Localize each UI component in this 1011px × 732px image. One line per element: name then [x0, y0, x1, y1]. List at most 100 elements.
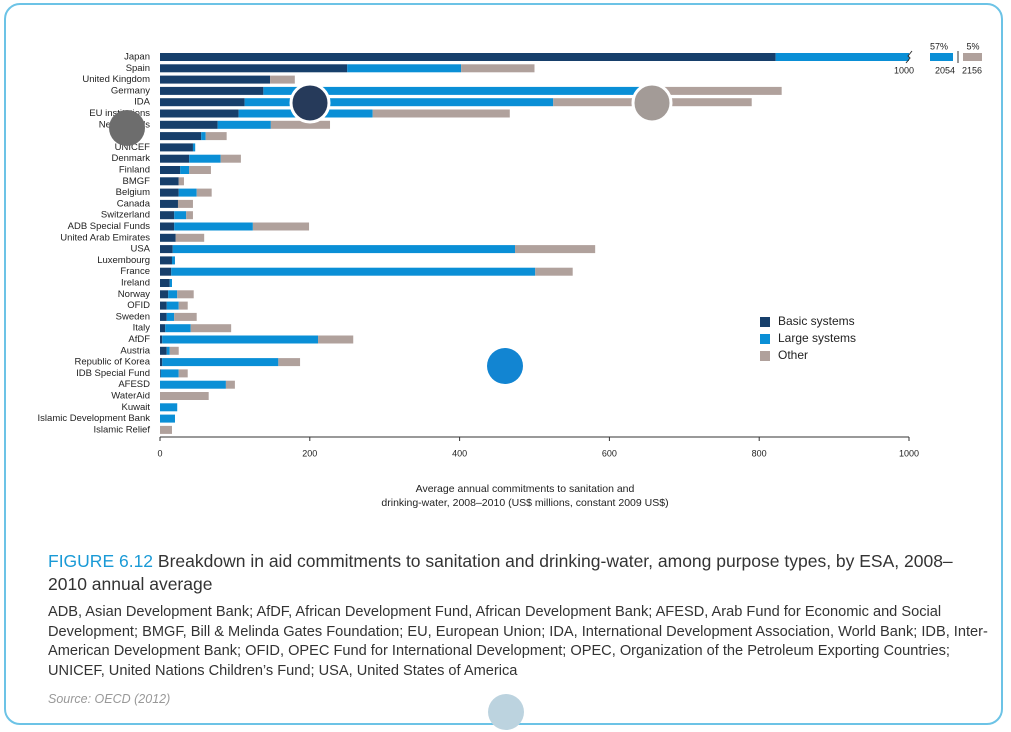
bar-segment: [177, 290, 194, 299]
bar-segment: [192, 143, 196, 152]
bar-segment: [270, 75, 295, 84]
figure-label: FIGURE 6.12: [48, 551, 154, 571]
bar-segment: [160, 120, 218, 129]
y-tick-label: Sweden: [116, 311, 150, 322]
chart: 0 200 400 600 800 1000 Average annual commitme…: [38, 41, 982, 508]
legend-swatch: [760, 351, 770, 361]
bar-segment: [160, 301, 167, 310]
y-tick-label: Spain: [126, 63, 150, 74]
y-tick-label: AfDF: [128, 334, 150, 345]
bar-segment: [160, 86, 264, 95]
bar-segment: [165, 324, 191, 333]
y-tick-label: WaterAid: [111, 391, 150, 402]
y-tick-label: Islamic Relief: [94, 424, 151, 435]
bar-segment: [178, 301, 188, 310]
y-tick-label: IDA: [134, 97, 151, 108]
bar-segment: [160, 177, 179, 186]
bar-segment: [372, 109, 510, 118]
y-tick-label: UNICEF: [115, 142, 151, 153]
bar-segment: [775, 53, 909, 61]
break-segment: [963, 53, 982, 61]
y-tick-label: Austria: [120, 345, 150, 356]
bar-segment: [160, 369, 161, 378]
legend-label: Basic systems: [778, 314, 855, 328]
bar-segment: [160, 154, 190, 163]
bar-segment: [244, 98, 554, 107]
bar-segment: [168, 290, 178, 299]
bar-segment: [160, 222, 175, 231]
bar-segment: [160, 132, 202, 141]
y-tick-label: Canada: [117, 198, 151, 209]
annotation: 57%: [930, 41, 948, 51]
bar-segment: [171, 256, 175, 265]
bar-segment: [225, 380, 235, 389]
bar-segment: [169, 279, 172, 287]
x-tick-label: 1000: [899, 448, 919, 458]
legend-label: Other: [778, 348, 808, 362]
x-tick-label: 400: [452, 448, 467, 458]
bar-segment: [171, 267, 536, 276]
y-tick-label: Islamic Development Bank: [38, 413, 151, 424]
bar-segment: [162, 358, 279, 367]
bar-segment: [177, 199, 193, 208]
y-tick-label: EU institutions: [89, 108, 150, 119]
y-tick-label: Denmark: [111, 153, 150, 164]
bar-segment: [238, 109, 373, 118]
y-tick-label: France: [120, 266, 150, 277]
y-tick-label: Ireland: [121, 278, 150, 289]
bar-segment: [160, 98, 245, 107]
y-tick-label: United Arab Emirates: [60, 232, 150, 243]
y-tick-label: Belgium: [116, 187, 150, 198]
bar-segment: [461, 64, 535, 73]
bar-segment: [220, 154, 241, 163]
bar-segment: [160, 346, 167, 355]
bar-segment: [160, 290, 169, 299]
axis-break: [905, 50, 913, 64]
bar-segment: [535, 267, 573, 276]
bar-segment: [160, 414, 175, 423]
bar-segment: [263, 86, 641, 95]
bar-segment: [178, 188, 197, 197]
y-tick-label: IDB Special Fund: [76, 368, 150, 379]
bar-segment: [640, 86, 782, 95]
bar-segment: [160, 403, 178, 412]
break-tick-label: 1000: [894, 65, 914, 75]
bar-segment: [160, 267, 172, 276]
y-tick-label: Italy: [133, 323, 151, 334]
bar-segment: [278, 358, 301, 367]
y-tick-label: ADB Special Funds: [68, 221, 151, 232]
bar-segment: [180, 166, 190, 174]
bar-segment: [160, 380, 226, 389]
y-tick-label: BMGF: [123, 176, 151, 187]
bar-segment: [166, 301, 179, 310]
bar-segment: [217, 120, 271, 129]
source: Source: OECD (2012): [48, 692, 171, 706]
y-tick-label: Republic of Korea: [74, 357, 150, 368]
bar-segment: [166, 346, 170, 355]
x-tick-label: 0: [157, 448, 162, 458]
bar-segment: [166, 312, 175, 321]
bar-segment: [201, 132, 206, 141]
y-tick-label: Netherlands: [99, 119, 150, 130]
y-tick-label: Kuwait: [121, 402, 150, 413]
break-tick-label: 2054: [935, 65, 955, 75]
x-axis-title: Average annual commitments to sanitation…: [416, 483, 635, 495]
bar-segment: [160, 392, 209, 400]
y-tick-label: Finland: [119, 165, 150, 176]
bar-segment: [172, 245, 516, 254]
bar-segment: [160, 324, 166, 333]
bar-segment: [318, 335, 354, 344]
y-tick-label: Switzerland: [101, 210, 150, 221]
caption: FIGURE 6.12 Breakdown in aid commitments…: [48, 550, 978, 596]
y-tick-label: AFESD: [118, 379, 150, 390]
y-tick-label: Germany: [111, 85, 150, 96]
bar-segment: [160, 53, 776, 61]
y-tick-label: Norway: [118, 289, 150, 300]
bar-segment: [189, 166, 211, 174]
bar-segment: [252, 222, 310, 231]
y-tick-label: Japan: [124, 52, 150, 63]
bar-segment: [178, 177, 184, 186]
legend-swatch: [760, 334, 770, 344]
bar-segment: [160, 233, 176, 242]
x-tick-label: 600: [602, 448, 617, 458]
